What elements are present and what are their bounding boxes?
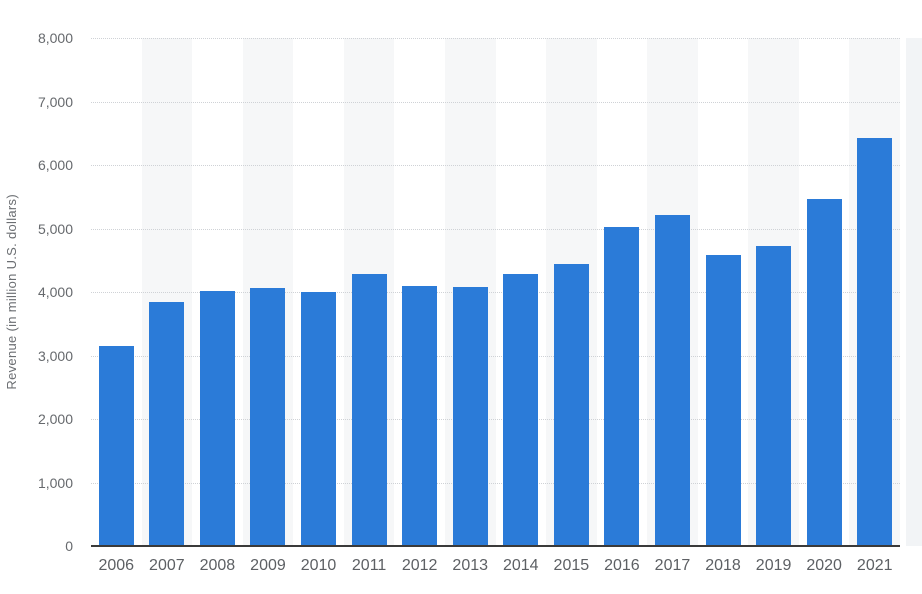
x-axis-line: [91, 545, 900, 547]
bar-2011[interactable]: [351, 273, 387, 546]
bar-2013[interactable]: [452, 286, 488, 546]
y-tick-5,000: 5,000: [37, 220, 73, 237]
x-tick-2013: 2013: [452, 557, 489, 574]
x-tick-2016: 2016: [604, 557, 640, 574]
x-tick-2010: 2010: [300, 557, 337, 574]
bar-2012[interactable]: [402, 286, 438, 546]
y-tick-8,000: 8,000: [37, 30, 73, 46]
bar-2019[interactable]: [756, 246, 792, 546]
x-tick-2009: 2009: [250, 557, 286, 574]
x-tick-2018: 2018: [705, 557, 741, 574]
y-tick-6,000: 6,000: [37, 157, 73, 173]
bar-2006[interactable]: [98, 345, 134, 546]
y-tick-2,000: 2,000: [37, 411, 73, 427]
y-tick-4,000: 4,000: [37, 284, 73, 300]
bar-2007[interactable]: [149, 302, 185, 546]
bar-2018[interactable]: [705, 255, 741, 546]
x-tick-2017: 2017: [654, 557, 691, 574]
y-tick-1,000: 1,000: [37, 474, 73, 491]
bar-2016[interactable]: [604, 227, 640, 546]
gridline-6000: [91, 165, 900, 166]
gridline-5000: [91, 228, 900, 230]
gridline-7000: [91, 101, 900, 103]
gridline-2000: [91, 419, 900, 420]
x-tick-2019: 2019: [755, 557, 792, 574]
bar-2008[interactable]: [199, 290, 235, 546]
x-tick-2008: 2008: [199, 557, 236, 574]
x-tick-2021: 2021: [856, 557, 893, 574]
y-tick-7,000: 7,000: [37, 93, 73, 110]
bar-2014[interactable]: [503, 274, 539, 546]
gridline-3000: [91, 355, 900, 357]
y-tick-0: 0: [65, 538, 73, 554]
x-tick-2012: 2012: [401, 557, 438, 574]
bar-2020[interactable]: [806, 198, 842, 546]
bar-2017[interactable]: [654, 215, 690, 546]
x-tick-2020: 2020: [806, 557, 842, 574]
x-tick-2014: 2014: [502, 557, 539, 574]
gridline-8000: [91, 38, 900, 39]
bar-2021[interactable]: [857, 138, 893, 546]
x-tick-2006: 2006: [98, 557, 135, 574]
bar-2010[interactable]: [301, 291, 337, 546]
gridline-1000: [91, 482, 900, 484]
right-edge-strip: [906, 38, 922, 546]
bar-2009[interactable]: [250, 287, 286, 546]
x-tick-2007: 2007: [149, 557, 185, 574]
x-tick-2011: 2011: [351, 557, 387, 574]
gridline-4000: [91, 292, 900, 293]
x-tick-2015: 2015: [553, 557, 590, 574]
y-tick-3,000: 3,000: [37, 347, 73, 364]
bar-2015[interactable]: [553, 263, 589, 546]
